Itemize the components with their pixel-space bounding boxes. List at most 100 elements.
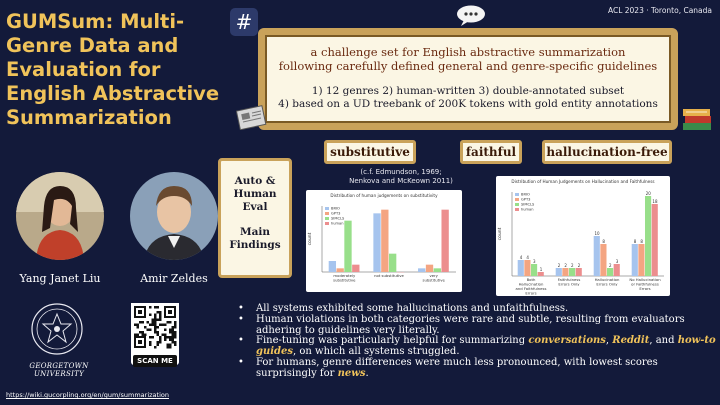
legend-swatch <box>325 207 329 210</box>
legend-label: GPT3 <box>521 198 530 202</box>
eval-line-1: Auto & <box>234 175 276 187</box>
bar-BRIO <box>555 268 562 276</box>
georgetown-seal-icon <box>30 300 84 358</box>
bar-value-label: 3 <box>533 259 536 264</box>
bar-value-label: 3 <box>616 259 619 264</box>
legend-label: human <box>331 222 344 226</box>
bar-value-label: 2 <box>558 263 561 268</box>
eval-line-4: Main <box>239 226 271 238</box>
venue-label: ACL 2023 · Toronto, Canada <box>607 6 712 15</box>
bar-BRIO <box>517 260 524 276</box>
finding-3-text-b: , on which all systems struggled. <box>293 346 460 358</box>
finding-3-sep-2: , and <box>649 335 678 347</box>
bar-SIMCLS <box>569 268 576 276</box>
chip-faithful: faithful <box>460 140 522 164</box>
name-yang-janet-liu: Yang Janet Liu <box>19 272 101 285</box>
bar-value-label: 10 <box>594 231 600 236</box>
x-tick-label: Errors <box>639 286 650 291</box>
bar-GPT3 <box>381 209 389 272</box>
finding-2: Human violations in both categories were… <box>232 314 718 337</box>
bar-human <box>441 209 449 272</box>
scroll-line-2: following carefully defined general and … <box>278 59 658 73</box>
y-axis-label: count <box>307 232 313 245</box>
chip-substitutive: substitutive <box>324 140 416 164</box>
chart-title: Distribution of Human Judgements on Hall… <box>511 179 654 184</box>
legend-swatch <box>515 208 519 211</box>
x-tick-label: Faithfulness <box>558 277 581 282</box>
bar-value-label: 2 <box>571 263 574 268</box>
eval-line-5: Findings <box>229 239 281 251</box>
bar-BRIO <box>631 244 638 276</box>
bar-GPT3 <box>524 260 531 276</box>
finding-3-sep-1: , <box>605 335 613 347</box>
legend-swatch <box>325 217 329 220</box>
university-name: GEORGETOWN UNIVERSITY <box>29 362 89 378</box>
findings-list: All systems exhibited some hallucination… <box>232 303 718 380</box>
scroll-line-4: 4) based on a UD treebank of 200K tokens… <box>278 98 658 110</box>
finding-1: All systems exhibited some hallucination… <box>232 303 718 315</box>
finding-3-text-a: Fine-tuning was particularly helpful for… <box>256 335 529 347</box>
newspaper-icon <box>235 104 268 131</box>
x-tick-label: or Faithfulness <box>631 282 659 287</box>
legend-label: SIMCLS <box>521 203 535 207</box>
x-tick-label: Errors Only <box>558 282 580 287</box>
citation-line-1: (c.f. Edmundson, 1969; <box>360 168 442 176</box>
citation-line-2: Nenkova and McKeown 2011) <box>349 177 453 185</box>
legend-label: SIMCLS <box>331 217 345 221</box>
qr-code[interactable]: SCAN ME <box>131 303 179 367</box>
bar-GPT3 <box>562 268 569 276</box>
eval-line-2: Human <box>233 188 277 200</box>
x-tick-label: very <box>429 273 438 278</box>
y-axis-label: count <box>497 227 503 240</box>
bar-SIMCLS <box>645 196 652 276</box>
speech-bubble-icon <box>456 5 486 27</box>
qr-code-icon <box>131 303 179 351</box>
genre-how-to-guides: how-to guides <box>256 335 716 358</box>
bar-human <box>352 264 360 272</box>
x-tick-label: moderately <box>333 273 356 278</box>
bar-value-label: 2 <box>564 263 567 268</box>
legend-label: GPT3 <box>331 212 340 216</box>
legend-swatch <box>515 203 519 206</box>
bar-value-label: 2 <box>609 263 612 268</box>
chip-hallucination-free: hallucination-free <box>542 140 672 164</box>
books-icon <box>680 106 714 132</box>
x-tick-label: substitutive <box>422 278 445 283</box>
x-tick-label: Hallucination <box>519 282 544 287</box>
bar-value-label: 4 <box>520 255 523 260</box>
bar-value-label: 2 <box>578 263 581 268</box>
bar-value-label: 8 <box>640 239 643 244</box>
genre-conversations: conversations <box>528 335 606 347</box>
bar-human <box>575 268 582 276</box>
legend-swatch <box>515 198 519 201</box>
x-tick-label: not substitutive <box>374 273 404 278</box>
bar-SIMCLS <box>389 253 397 272</box>
bar-value-label: 8 <box>634 239 637 244</box>
bar-value-label: 4 <box>526 255 529 260</box>
genre-reddit: Reddit <box>612 335 650 347</box>
eval-line-3: Eval <box>242 201 268 213</box>
hash-icon: # <box>230 8 258 36</box>
bar-BRIO <box>373 213 381 272</box>
bar-GPT3 <box>336 268 344 272</box>
x-tick-label: Hallucination <box>595 277 620 282</box>
legend-label: human <box>521 208 534 212</box>
citation-note: (c.f. Edmundson, 1969; Nenkova and McKeo… <box>326 168 476 186</box>
bar-value-label: 20 <box>646 191 652 196</box>
eval-findings-box: Auto & Human Eval Main Findings <box>218 158 292 278</box>
bar-SIMCLS <box>531 264 538 276</box>
finding-4-text-a: For humans, genre differences were much … <box>256 356 658 379</box>
substitutivity-chart-svg: Distribution of human judgements on subs… <box>307 193 456 283</box>
bar-value-label: 18 <box>652 199 658 204</box>
bar-GPT3 <box>425 264 434 272</box>
genre-news: news <box>337 367 366 379</box>
x-tick-label: No Hallucination <box>629 277 661 282</box>
bar-SIMCLS <box>607 268 614 276</box>
substitutivity-chart: Distribution of human judgements on subs… <box>306 190 462 292</box>
scroll-line-1: a challenge set for English abstractive … <box>310 45 626 59</box>
project-url-link[interactable]: https://wiki.gucorpling.org/en/gum/summa… <box>6 391 169 399</box>
hallucination-chart-svg: Distribution of Human Judgements on Hall… <box>497 179 664 296</box>
scroll-line-3: 1) 12 genres 2) human-written 3) double-… <box>311 85 625 97</box>
scan-me-label: SCAN ME <box>133 355 177 367</box>
summary-scroll: a challenge set for English abstractive … <box>258 28 678 130</box>
